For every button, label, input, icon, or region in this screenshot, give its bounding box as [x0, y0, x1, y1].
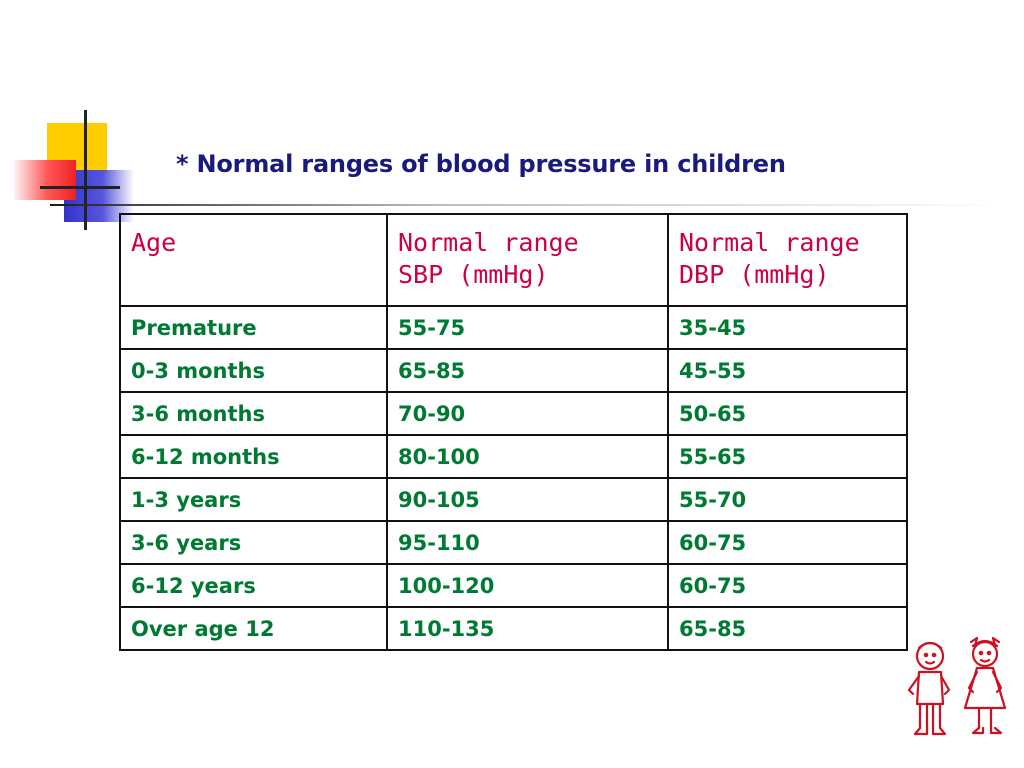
cell-dbp: 35-45 [667, 305, 908, 350]
cell-sbp: 100-120 [386, 563, 669, 608]
cell-dbp: 45-55 [667, 348, 908, 393]
children-clipart-icon [907, 636, 1007, 736]
table-row: Premature 55-75 35-45 [119, 305, 908, 350]
cell-age: 6-12 years [119, 563, 388, 608]
cell-sbp: 80-100 [386, 434, 669, 479]
cell-sbp: 70-90 [386, 391, 669, 436]
cell-dbp: 55-70 [667, 477, 908, 522]
table-row: 3-6 years 95-110 60-75 [119, 520, 908, 565]
cell-dbp: 50-65 [667, 391, 908, 436]
table-row: 6-12 years 100-120 60-75 [119, 563, 908, 608]
cell-age: Over age 12 [119, 606, 388, 651]
cell-sbp: 110-135 [386, 606, 669, 651]
title-underline [50, 204, 1010, 206]
cell-sbp: 65-85 [386, 348, 669, 393]
vertical-rule [84, 110, 87, 230]
cell-dbp: 60-75 [667, 520, 908, 565]
header-sbp: Normal range SBP (mmHg) [386, 213, 669, 307]
cell-sbp: 95-110 [386, 520, 669, 565]
cell-age: 6-12 months [119, 434, 388, 479]
decorative-squares-icon [0, 0, 1024, 240]
table-row: 6-12 months 80-100 55-65 [119, 434, 908, 479]
red-square [14, 160, 76, 200]
cell-sbp: 90-105 [386, 477, 669, 522]
cell-age: 0-3 months [119, 348, 388, 393]
short-horizontal-rule [40, 186, 120, 189]
header-age: Age [119, 213, 388, 307]
header-dbp: Normal range DBP (mmHg) [667, 213, 908, 307]
blood-pressure-table: Age Normal range SBP (mmHg) Normal range… [119, 213, 908, 651]
cell-age: 3-6 years [119, 520, 388, 565]
table-row: 0-3 months 65-85 45-55 [119, 348, 908, 393]
table-row: Over age 12 110-135 65-85 [119, 606, 908, 651]
cell-sbp: 55-75 [386, 305, 669, 350]
cell-dbp: 65-85 [667, 606, 908, 651]
cell-age: Premature [119, 305, 388, 350]
cell-dbp: 60-75 [667, 563, 908, 608]
cell-dbp: 55-65 [667, 434, 908, 479]
slide-title: * Normal ranges of blood pressure in chi… [176, 150, 786, 178]
cell-age: 1-3 years [119, 477, 388, 522]
table-row: 3-6 months 70-90 50-65 [119, 391, 908, 436]
cell-age: 3-6 months [119, 391, 388, 436]
table-header-row: Age Normal range SBP (mmHg) Normal range… [119, 213, 908, 307]
table-row: 1-3 years 90-105 55-70 [119, 477, 908, 522]
